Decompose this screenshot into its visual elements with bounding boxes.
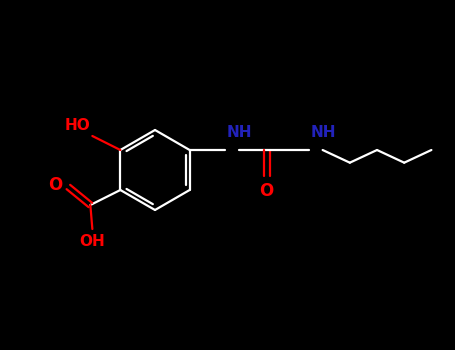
Text: NH: NH [227, 125, 252, 140]
Text: HO: HO [65, 118, 91, 133]
Text: NH: NH [311, 125, 336, 140]
Text: OH: OH [80, 234, 105, 249]
Text: O: O [259, 182, 274, 200]
Text: O: O [48, 176, 62, 194]
